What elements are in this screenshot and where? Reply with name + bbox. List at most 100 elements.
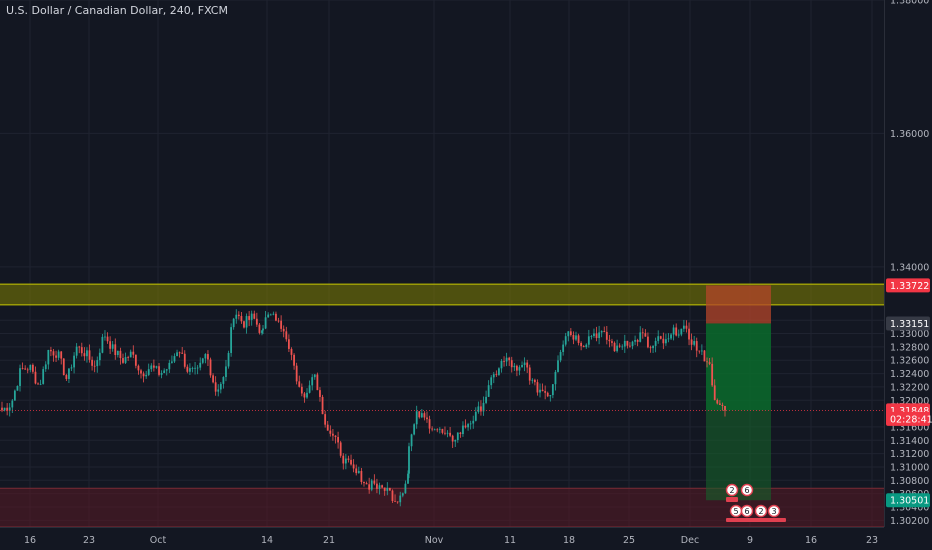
candle-body [245, 316, 248, 328]
candle-body [140, 370, 142, 374]
candle-body [600, 331, 603, 333]
candle-body [654, 340, 657, 346]
candle-body [388, 487, 391, 491]
event-marker-icon[interactable] [767, 504, 781, 518]
candle-body [44, 364, 47, 370]
candle-body [207, 354, 209, 360]
candle-body [196, 367, 199, 369]
candle-body [677, 334, 680, 336]
candle-body [342, 455, 345, 464]
candle-body [326, 424, 329, 431]
candle-body [706, 361, 708, 363]
candle-body [711, 363, 714, 386]
candle-body [718, 403, 721, 405]
event-marker-icon[interactable] [725, 483, 739, 497]
event-marker-icon[interactable] [754, 504, 768, 518]
candle-body [636, 340, 639, 342]
candle-body [155, 366, 158, 368]
candle-body [428, 419, 431, 429]
candle-body [516, 365, 518, 371]
candle-body [104, 336, 106, 338]
candle-body [295, 365, 298, 382]
candle-body [253, 313, 256, 319]
candle-body [29, 364, 32, 370]
candle-body [649, 347, 652, 349]
candle-body [456, 432, 459, 441]
candle-body [513, 365, 516, 368]
candle-body [13, 390, 16, 401]
candle-body [662, 338, 665, 344]
candle-body [462, 425, 464, 434]
candle-body [329, 430, 332, 434]
candle-body [319, 390, 321, 397]
candle-body [171, 361, 173, 363]
candle-body [490, 377, 493, 386]
event-marker-count: 2 [758, 507, 763, 516]
candle-body [3, 407, 6, 411]
candle-body [482, 402, 485, 412]
candle-body [285, 331, 288, 340]
x-tick-label: 18 [563, 535, 575, 546]
candle-body [176, 352, 178, 357]
y-tick-label: 1.31000 [890, 462, 929, 473]
price-axis[interactable]: 1.380001.360001.340001.332001.330001.328… [884, 0, 932, 550]
candle-body [623, 340, 626, 347]
candle-body [526, 362, 529, 368]
candle-body [119, 350, 122, 359]
short-position-tool[interactable] [706, 285, 771, 501]
candle-body [31, 364, 34, 372]
candle-body [337, 437, 339, 443]
candle-body [129, 351, 132, 358]
candle-body [700, 350, 703, 352]
candle-body [106, 336, 109, 342]
candle-body [116, 350, 119, 355]
candle-body [410, 434, 413, 447]
price-label-badge [886, 278, 930, 293]
candle-body [152, 365, 155, 368]
candle-body [582, 346, 585, 348]
time-axis[interactable]: 16 23 Oct 14 21 Nov 11 18 25 Dec 9 16 23 [0, 527, 884, 547]
candle-body [595, 333, 598, 339]
candle-body [280, 320, 283, 329]
candle-body [413, 424, 416, 435]
candle-body [88, 350, 91, 360]
candle-body [352, 464, 355, 469]
candle-body [551, 384, 554, 396]
candle-body [24, 368, 27, 370]
candle-body [347, 458, 350, 460]
candle-body [567, 331, 570, 337]
candle-body [580, 342, 583, 347]
candle-body [230, 327, 233, 353]
candle-body [91, 359, 93, 366]
candle-body [287, 339, 290, 349]
resistance-zone [0, 284, 884, 305]
candle-body [37, 383, 39, 385]
x-tick-label: 23 [83, 535, 95, 546]
y-tick-label: 1.33000 [890, 329, 929, 340]
candle-body [401, 493, 404, 496]
event-markers[interactable]: 2 65 6 2 3 [725, 483, 786, 523]
candle-body [62, 358, 65, 376]
y-tick-label: 1.30200 [890, 516, 929, 527]
candle-body [19, 368, 21, 386]
candle-body [73, 355, 75, 368]
event-marker-icon[interactable] [740, 504, 754, 518]
event-marker-count: 6 [744, 507, 749, 516]
candle-body [469, 423, 472, 425]
candle-body [80, 347, 83, 354]
candle-body [93, 365, 96, 367]
candle-body [536, 382, 539, 393]
candle-body [682, 325, 685, 329]
x-tick-label: Dec [681, 535, 699, 546]
candle-body [78, 346, 81, 348]
candle-body [114, 344, 117, 355]
candle-body [724, 406, 726, 411]
candle-body [101, 336, 104, 353]
x-tick-label: 16 [805, 535, 817, 546]
candle-body [183, 353, 186, 367]
y-tick-label: 1.32600 [890, 356, 929, 367]
y-tick-label: 1.36000 [890, 129, 929, 140]
event-marker-icon[interactable] [740, 483, 754, 497]
